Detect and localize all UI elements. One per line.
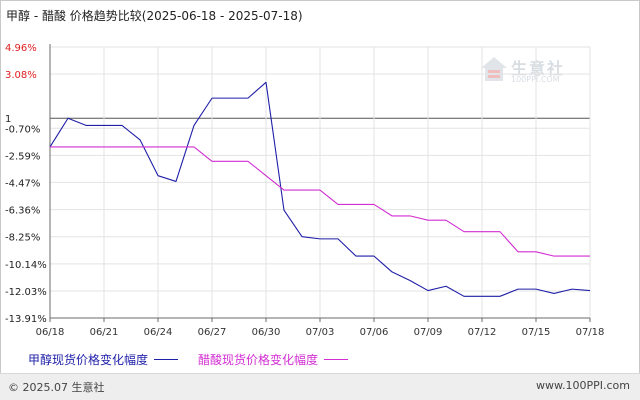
y-tick-label: 4.96%: [5, 43, 37, 54]
x-tick-label: 06/21: [90, 327, 119, 338]
series-line-1: [49, 81, 591, 297]
y-tick-label: -2.59%: [5, 151, 40, 162]
legend-label-series2: 醋酸现货价格变化幅度: [198, 353, 319, 367]
legend-item-series1: 甲醇现货价格变化幅度: [28, 351, 179, 368]
copyright-text: © 2025.07 生意社: [8, 381, 105, 394]
x-tick-label: 06/18: [36, 327, 65, 338]
y-tick-label: -4.47%: [5, 178, 40, 189]
y-tick-label: -6.36%: [5, 206, 40, 217]
x-tick-label: 07/18: [576, 327, 605, 338]
watermark-subtext: 100PPI.COM: [511, 75, 560, 84]
y-tick-label: 1: [5, 114, 11, 125]
series-line-2: [50, 146, 590, 257]
y-tick-label: -13.91%: [5, 314, 47, 325]
x-tick-label: 07/06: [360, 327, 389, 338]
watermark-logo: 生意社 100PPI.COM: [479, 55, 563, 87]
y-tick-label: 3.08%: [5, 70, 37, 81]
legend-item-series2: 醋酸现货价格变化幅度: [198, 351, 349, 368]
house-icon: [481, 57, 507, 81]
x-tick-label: 07/03: [306, 327, 335, 338]
x-tick-label: 07/09: [414, 327, 443, 338]
x-tick-label: 07/12: [468, 327, 497, 338]
legend-swatch-series2: [324, 359, 349, 360]
chart-title: 甲醇 - 醋酸 价格趋势比较(2025-06-18 - 2025-07-18): [6, 9, 303, 23]
y-tick-label: -8.25%: [5, 233, 40, 244]
x-tick-label: 06/30: [252, 327, 281, 338]
legend-label-series1: 甲醇现货价格变化幅度: [28, 353, 149, 367]
watermark-text: 生意社: [511, 59, 566, 78]
footer-bar: © 2025.07 生意社 www.100PPI.com: [0, 373, 640, 400]
y-tick-label: -12.03%: [5, 287, 47, 298]
y-tick-label: -10.14%: [5, 260, 47, 271]
site-link[interactable]: www.100PPI.com: [536, 379, 630, 392]
y-tick-label: -0.70%: [5, 124, 40, 135]
x-tick-label: 06/24: [144, 327, 173, 338]
x-tick-label: 07/15: [522, 327, 551, 338]
x-tick-label: 06/27: [198, 327, 227, 338]
legend-swatch-series1: [154, 359, 179, 360]
